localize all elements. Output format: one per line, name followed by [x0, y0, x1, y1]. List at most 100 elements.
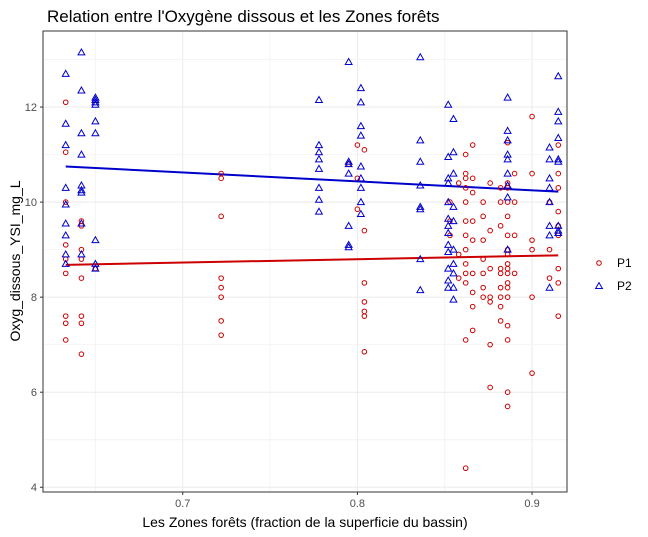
- y-tick-label: 12: [25, 102, 37, 114]
- data-point: [416, 204, 425, 213]
- data-point: [555, 185, 562, 191]
- data-point: [545, 283, 554, 291]
- legend-item-p2: P2: [594, 279, 632, 293]
- data-point: [462, 246, 469, 253]
- data-point: [62, 270, 69, 277]
- y-axis: 4 6 8 10 12: [25, 102, 43, 494]
- data-point: [545, 143, 554, 151]
- data-point: [546, 246, 553, 253]
- data-point: [314, 147, 324, 156]
- data-point: [78, 275, 85, 281]
- data-point: [554, 107, 563, 115]
- data-point: [61, 259, 70, 267]
- data-point: [78, 313, 85, 319]
- data-point: [554, 228, 563, 237]
- data-point: [462, 151, 469, 158]
- data-point: [356, 83, 366, 92]
- data-point: [443, 240, 453, 248]
- panel-border: [42, 30, 568, 493]
- data-point: [555, 280, 562, 286]
- data-point: [497, 303, 504, 310]
- data-point: [218, 318, 224, 324]
- data-point: [497, 284, 504, 291]
- data-point: [361, 147, 368, 153]
- data-point: [462, 337, 469, 343]
- data-point: [356, 162, 366, 170]
- data-point: [218, 332, 224, 338]
- x-axis: 0.7 0.8 0.9: [175, 492, 540, 510]
- data-point: [443, 283, 453, 291]
- grid-layer: [43, 31, 567, 492]
- data-point: [554, 157, 563, 165]
- data-point: [91, 97, 100, 106]
- data-point: [62, 99, 69, 106]
- data-point: [443, 173, 453, 182]
- data-point: [344, 221, 353, 229]
- data-point: [504, 270, 511, 277]
- data-point: [344, 240, 353, 248]
- data-point: [555, 170, 562, 177]
- data-point: [462, 270, 469, 277]
- data-point: [554, 154, 563, 163]
- data-point: [449, 114, 458, 122]
- data-point: [529, 170, 535, 177]
- data-point: [480, 213, 486, 220]
- data-point: [443, 214, 453, 222]
- data-point: [62, 199, 69, 205]
- data-point: [361, 313, 368, 319]
- data-point: [443, 276, 453, 284]
- data-point: [314, 207, 324, 215]
- data-point: [314, 164, 324, 172]
- series-p1: [62, 99, 562, 472]
- data-point: [344, 242, 353, 251]
- y-tick-label: 6: [31, 387, 37, 399]
- data-point: [416, 52, 425, 61]
- data-point: [416, 202, 425, 210]
- y-axis-title: Oxyg_dissous_YSI_mg_L: [7, 180, 23, 341]
- data-point: [61, 200, 70, 208]
- data-point: [529, 237, 535, 243]
- legend-key-triangle-icon: [594, 281, 604, 290]
- data-point: [62, 149, 69, 155]
- data-point: [354, 206, 361, 213]
- legend-label: P2: [617, 279, 632, 293]
- chart-title: Relation entre l'Oxygène dissous et les …: [47, 7, 440, 26]
- legend: P1 P2: [594, 256, 632, 293]
- data-point: [504, 284, 511, 291]
- data-point: [504, 337, 511, 343]
- data-point: [487, 180, 493, 186]
- data-point: [545, 230, 554, 239]
- data-point: [449, 245, 458, 253]
- trend-line-p1: [65, 254, 559, 266]
- data-point: [487, 227, 493, 234]
- data-point: [218, 275, 224, 281]
- data-point: [469, 289, 476, 296]
- data-point: [77, 150, 86, 158]
- data-point: [77, 85, 86, 94]
- data-point: [529, 370, 535, 376]
- data-point: [356, 131, 366, 139]
- data-point: [77, 185, 86, 194]
- data-point: [480, 284, 486, 291]
- data-point: [356, 121, 366, 130]
- data-point: [361, 348, 368, 355]
- data-point: [354, 142, 361, 148]
- data-point: [416, 254, 425, 263]
- data-point: [443, 100, 453, 108]
- data-point: [469, 270, 476, 277]
- data-point: [545, 173, 554, 182]
- data-point: [77, 188, 86, 196]
- data-point: [218, 213, 224, 220]
- data-point: [62, 337, 69, 343]
- data-point: [554, 133, 563, 141]
- data-point: [449, 268, 458, 277]
- data-point: [503, 93, 512, 101]
- data-point: [462, 218, 469, 224]
- data-point: [529, 113, 535, 120]
- data-point: [91, 93, 100, 101]
- points-layer: [61, 47, 563, 472]
- data-point: [480, 294, 486, 300]
- data-point: [416, 157, 425, 165]
- data-point: [529, 294, 535, 300]
